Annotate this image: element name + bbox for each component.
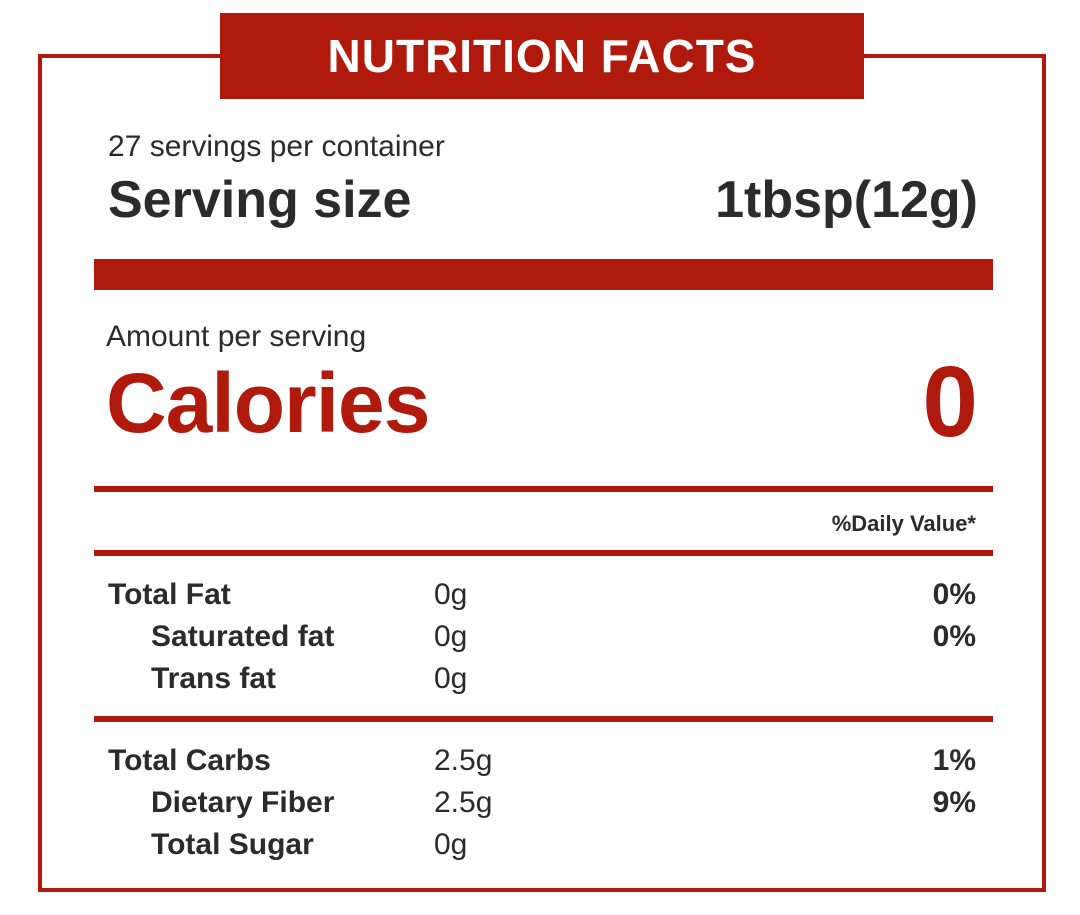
nutrient-amount-total-carbs: 2.5g bbox=[434, 744, 493, 777]
nutrient-amount-total-fat: 0g bbox=[434, 578, 468, 611]
thick-divider bbox=[94, 259, 993, 290]
nutrient-dv-total-carbs: 1% bbox=[932, 744, 976, 777]
nutrient-label-total-sugar: Total Sugar bbox=[151, 828, 314, 861]
nutrient-label-dietary-fiber: Dietary Fiber bbox=[151, 786, 335, 819]
nutrient-label-total-carbs: Total Carbs bbox=[108, 744, 271, 777]
servings-per-container: 27 servings per container bbox=[108, 130, 445, 163]
nutrient-amount-trans-fat: 0g bbox=[434, 662, 468, 695]
divider-daily-value bbox=[94, 550, 993, 556]
nutrient-dv-saturated-fat: 0% bbox=[932, 620, 976, 653]
nutrient-amount-dietary-fiber: 2.5g bbox=[434, 786, 493, 819]
nutrition-facts-header: NUTRITION FACTS bbox=[220, 13, 864, 99]
calories-label: Calories bbox=[106, 356, 430, 450]
serving-size-value: 1tbsp(12g) bbox=[715, 171, 978, 229]
nutrient-amount-total-sugar: 0g bbox=[434, 828, 468, 861]
nutrient-dv-dietary-fiber: 9% bbox=[932, 786, 976, 819]
nutrient-amount-saturated-fat: 0g bbox=[434, 620, 468, 653]
daily-value-header: %Daily Value* bbox=[831, 511, 976, 536]
nutrient-dv-total-fat: 0% bbox=[932, 578, 976, 611]
header-title: NUTRITION FACTS bbox=[327, 30, 757, 82]
calories-value: 0 bbox=[922, 346, 978, 458]
nutrient-label-saturated-fat: Saturated fat bbox=[151, 620, 335, 653]
divider-fat-carbs bbox=[94, 716, 993, 722]
divider-calories bbox=[94, 486, 993, 492]
amount-per-serving-label: Amount per serving bbox=[106, 320, 367, 353]
serving-size-label: Serving size bbox=[108, 171, 412, 229]
nutrient-label-trans-fat: Trans fat bbox=[151, 662, 277, 695]
nutrient-label-total-fat: Total Fat bbox=[108, 578, 231, 611]
